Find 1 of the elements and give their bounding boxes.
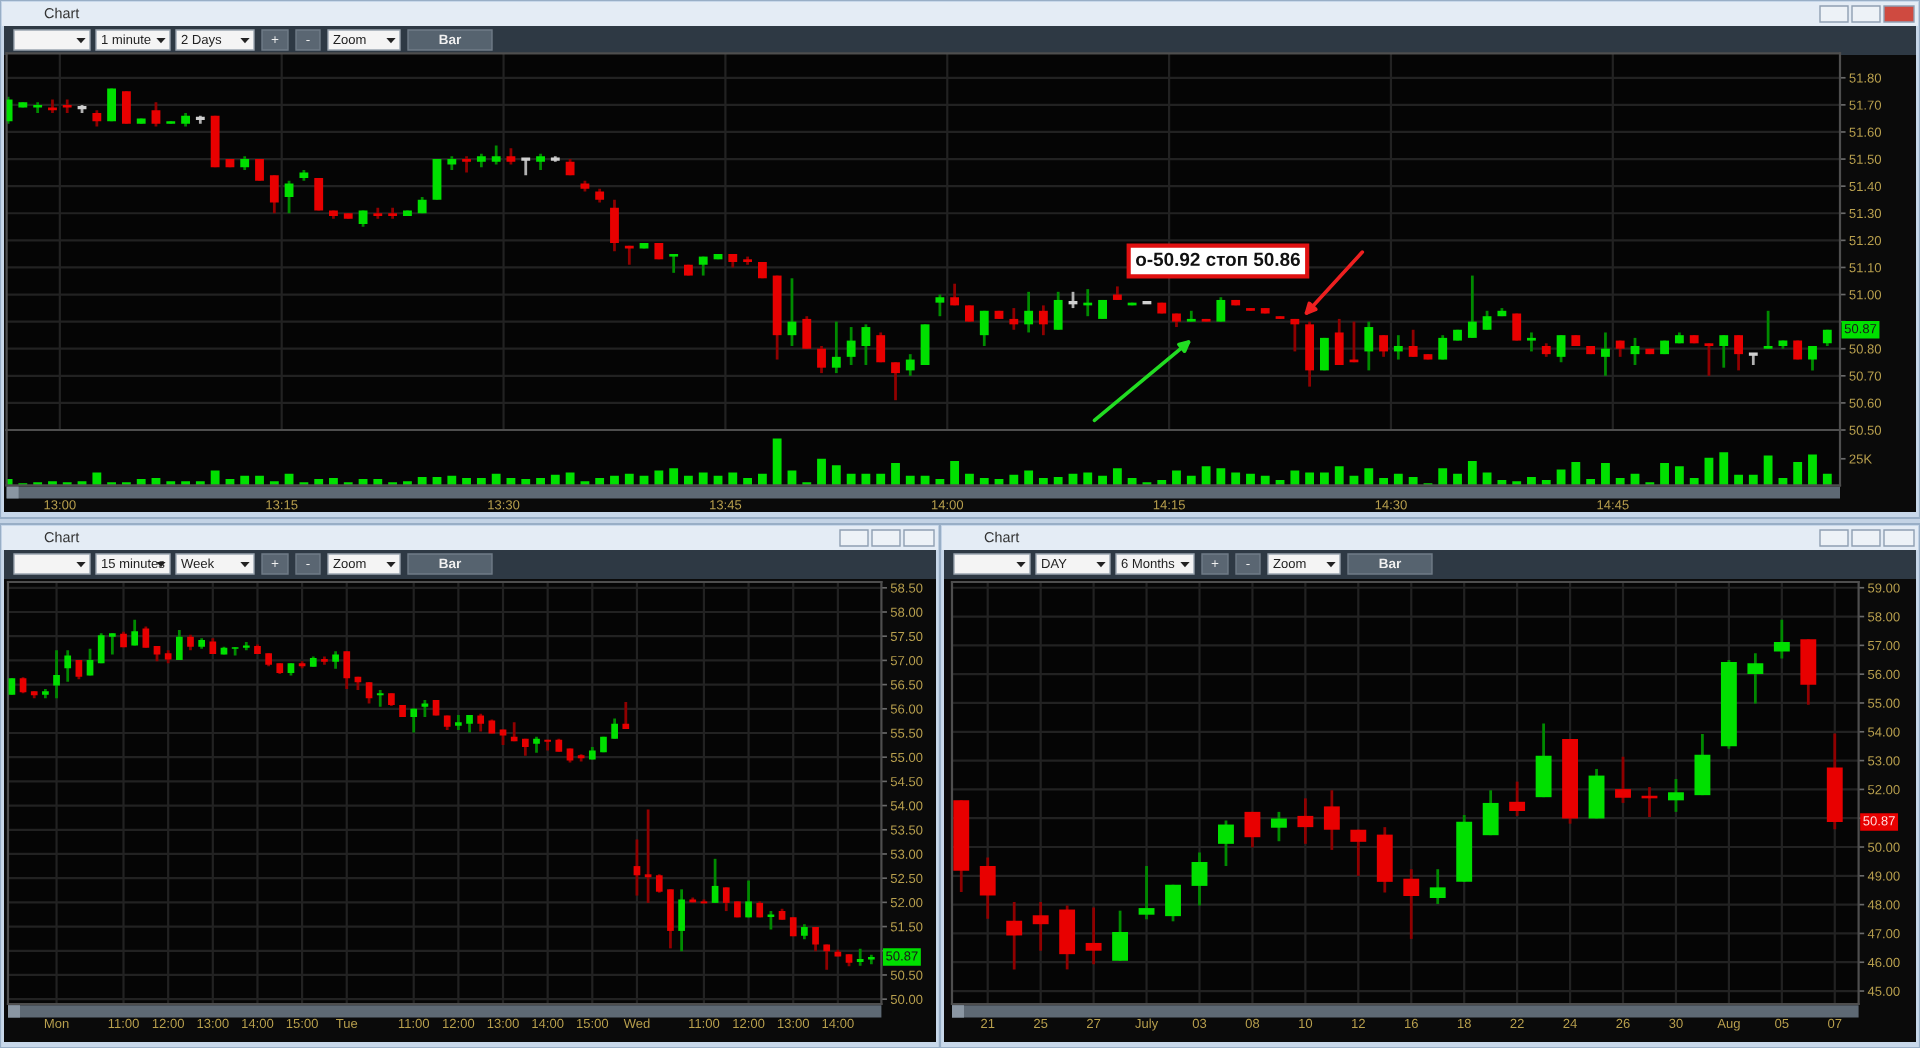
annotation: о-50.92 стоп 50.86 bbox=[1136, 252, 1300, 267]
